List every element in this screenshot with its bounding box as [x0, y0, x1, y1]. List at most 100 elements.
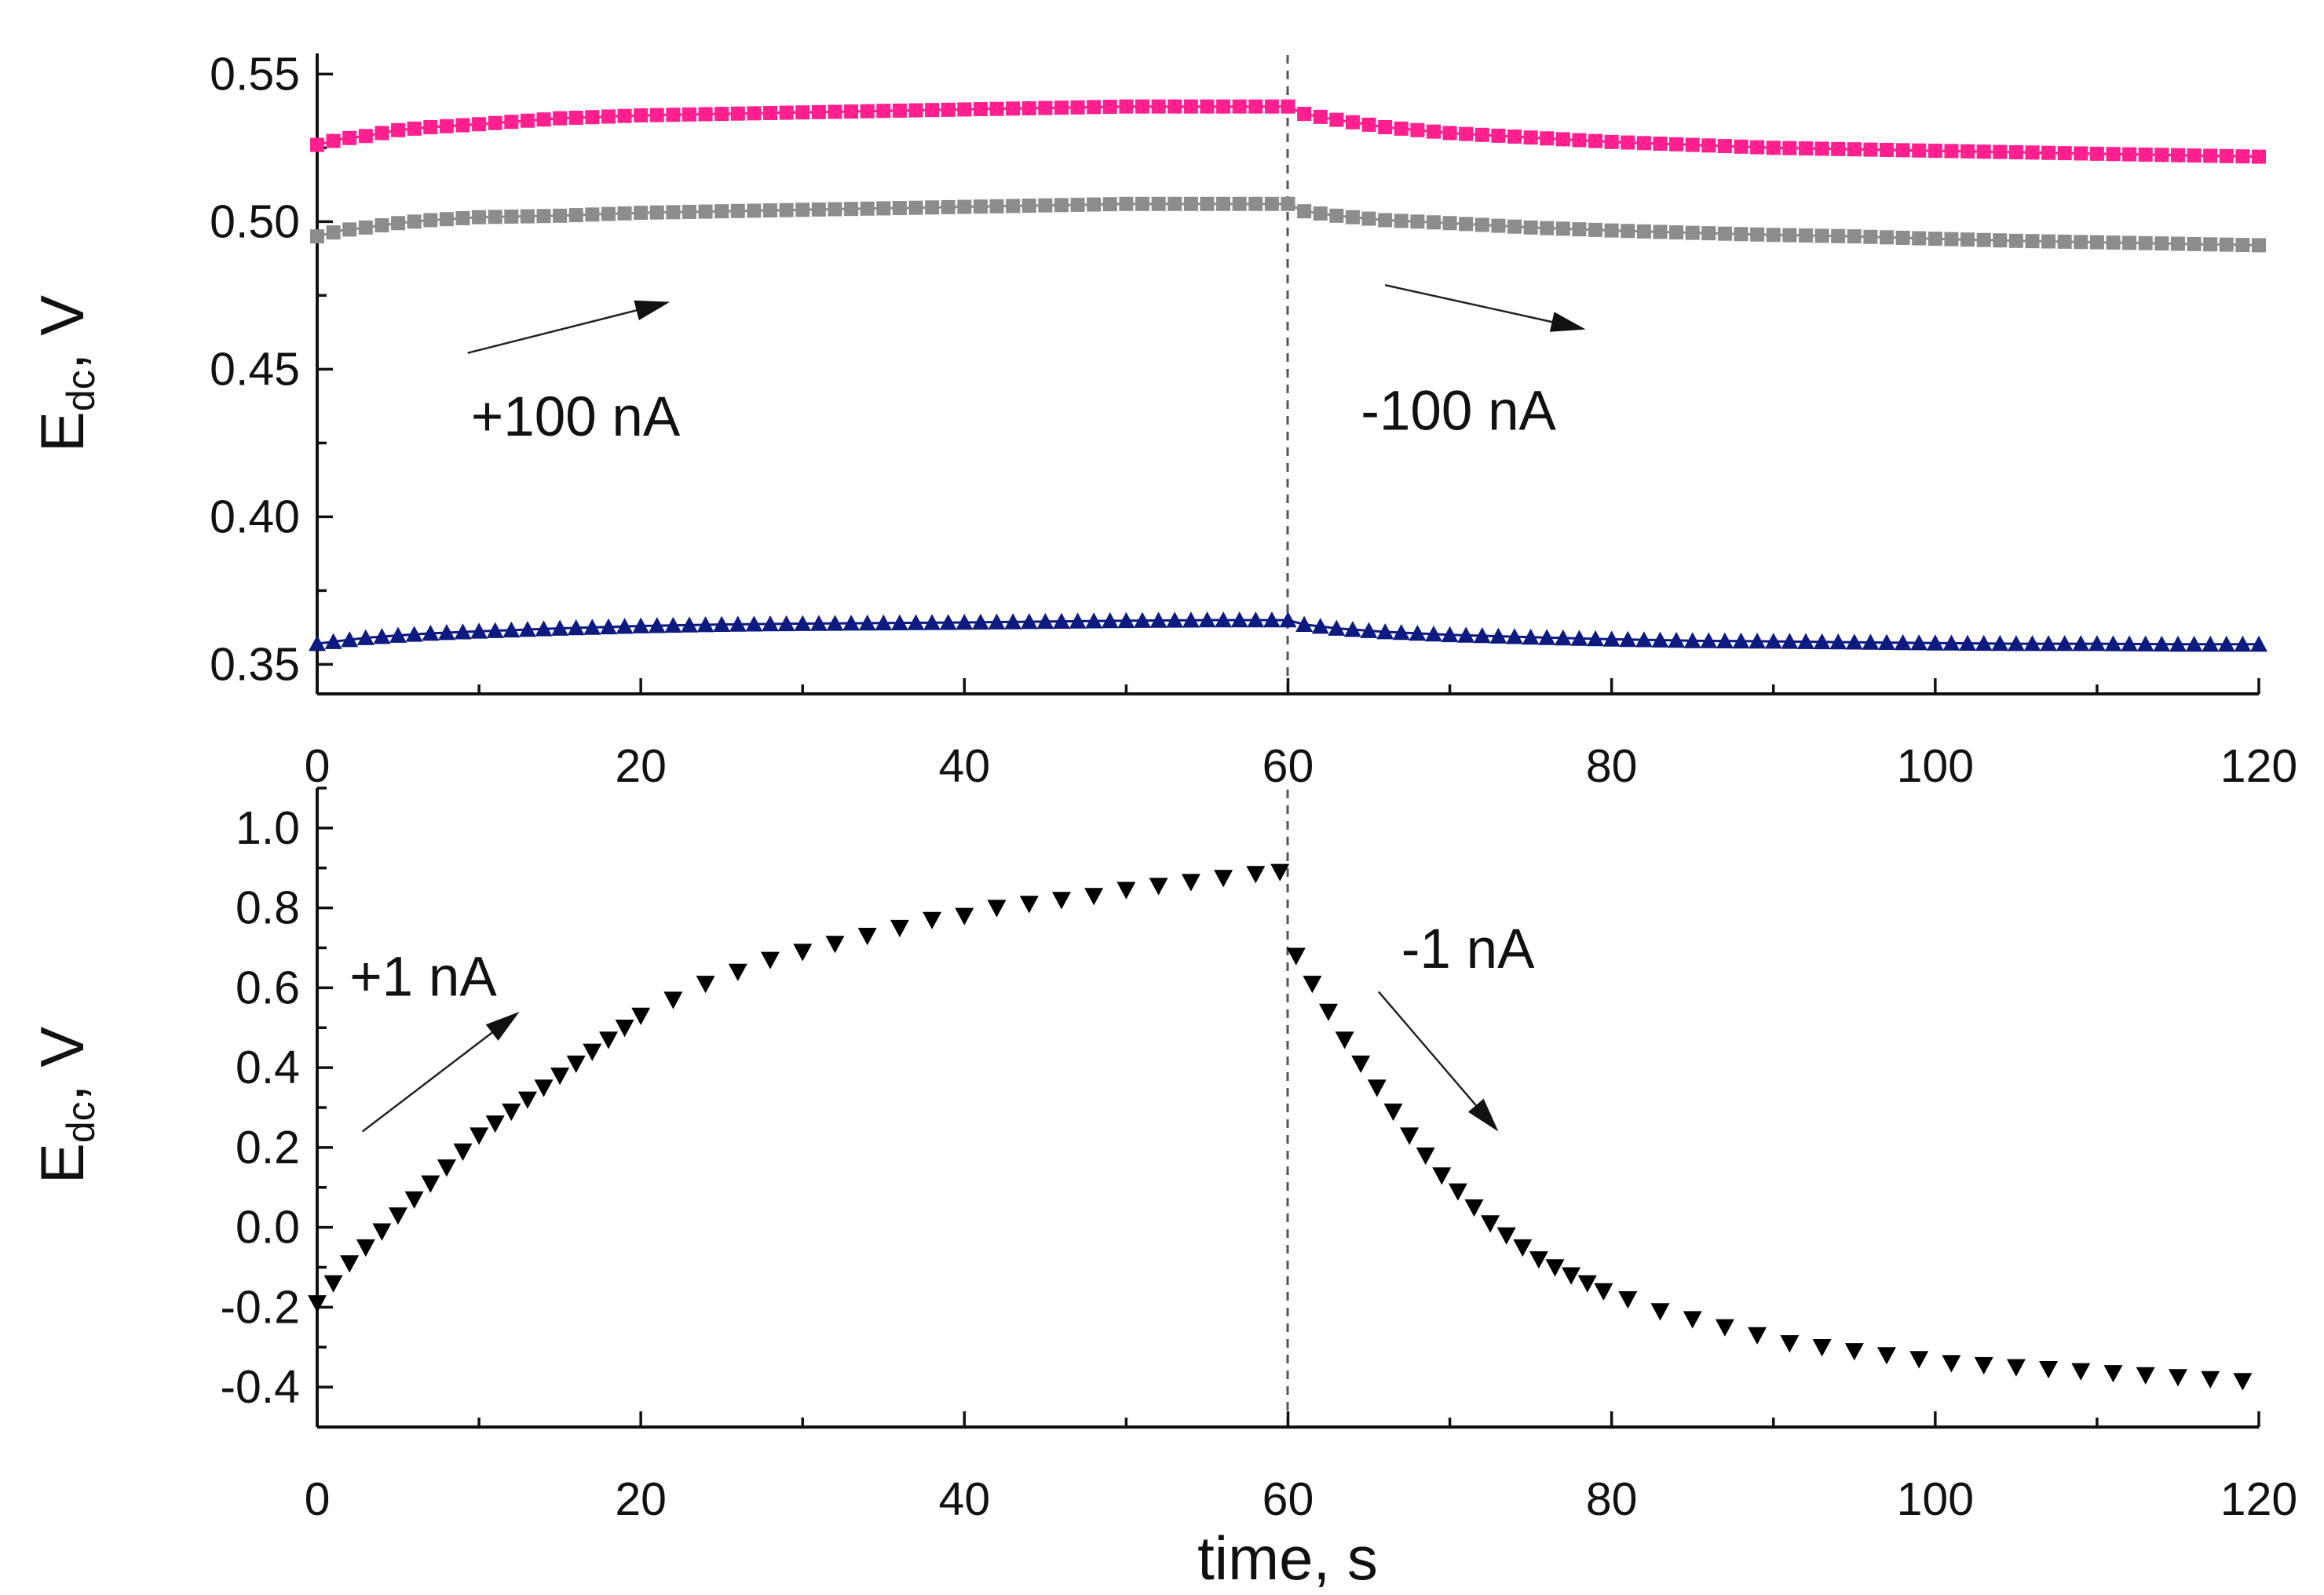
bottom-series-0-marker	[1481, 1215, 1500, 1233]
top-series-0-marker	[892, 103, 907, 118]
bottom-x-tick-label: 60	[1262, 1473, 1314, 1525]
top-series-2-marker	[1441, 626, 1459, 643]
top-series-2-marker	[1166, 611, 1184, 628]
top-series-2-marker	[956, 614, 974, 630]
top-series-1-marker	[1054, 198, 1069, 213]
top-series-1-marker	[423, 213, 438, 228]
top-series-0-marker	[1442, 126, 1457, 141]
top-series-1-marker	[1976, 232, 1991, 247]
top-x-tick-label: 0	[305, 740, 331, 792]
top-series-1-marker	[2106, 235, 2121, 250]
top-series-0-marker	[714, 107, 729, 122]
top-series-0-marker	[2252, 149, 2266, 164]
top-series-0-marker	[601, 109, 616, 124]
bottom-series-0-marker	[2136, 1367, 2155, 1385]
bottom-annotation-arrowhead-negative	[1467, 1098, 1499, 1132]
top-series-0-marker	[1928, 144, 1942, 159]
bottom-series-0-marker	[2169, 1369, 2187, 1387]
top-series-0-marker	[860, 104, 875, 119]
bottom-series-0-marker	[404, 1191, 424, 1209]
top-series-1-marker	[1135, 196, 1150, 211]
top-series-1-marker	[1313, 206, 1328, 221]
top-series-1-marker	[1540, 221, 1555, 235]
top-series-1-marker	[1070, 197, 1085, 212]
bottom-series-0-marker	[502, 1103, 521, 1122]
top-series-2-marker	[1781, 633, 1799, 649]
top-series-2-marker	[1069, 612, 1087, 629]
top-series-1-marker	[568, 208, 583, 223]
top-x-tick-label: 100	[1897, 740, 1974, 792]
bottom-annotation-arrow-negative	[1377, 991, 1477, 1106]
bottom-annotations: +1 nA -1 nA	[349, 918, 1535, 1133]
top-series-2-marker	[2121, 635, 2139, 652]
top-series-1-marker	[1329, 208, 1344, 223]
top-series-0-marker	[1248, 99, 1263, 114]
bottom-series-0-marker	[1400, 1127, 1420, 1145]
top-series-1-marker	[601, 206, 616, 221]
top-series-2-marker	[1862, 633, 1880, 650]
bottom-x-axis-title: time, s	[1197, 1524, 1378, 1593]
bottom-series-0-marker	[1246, 866, 1266, 884]
top-series-2-marker	[729, 615, 747, 632]
top-annotation-arrowhead-positive	[634, 300, 671, 320]
top-series-2-marker	[1053, 612, 1070, 629]
top-series-0-marker	[1976, 144, 1991, 159]
top-series-2-marker	[632, 617, 650, 633]
top-series-2-marker	[1683, 632, 1701, 648]
top-series-2-marker	[1392, 624, 1410, 641]
top-series-0-marker	[973, 102, 988, 117]
top-series-0-marker	[811, 104, 826, 119]
bottom-series-0-marker	[2201, 1371, 2220, 1389]
bottom-series-0-marker	[323, 1275, 343, 1293]
bottom-y-tick-label: -0.2	[220, 1281, 300, 1333]
top-series-0-marker	[1006, 101, 1021, 116]
top-series-1-marker	[1863, 229, 1878, 244]
top-series-1-marker	[957, 199, 972, 214]
top-series-1-marker	[2089, 235, 2104, 250]
top-series-0-marker	[634, 108, 649, 122]
top-y-tick-label: 0.50	[210, 195, 300, 247]
top-series-2-marker	[1668, 631, 1686, 648]
top-series-0-marker	[1167, 99, 1182, 114]
top-series-1-marker	[2170, 236, 2185, 251]
top-series-2-marker	[1700, 632, 1718, 648]
top-series-1-marker	[1814, 228, 1829, 243]
top-series-1-marker	[536, 209, 551, 224]
bottom-series-0-marker	[1448, 1183, 1467, 1201]
bottom-series-0-marker	[340, 1255, 360, 1273]
top-series-2-marker	[502, 621, 521, 638]
top-series-0-marker	[2089, 146, 2104, 161]
top-x-tick-label: 60	[1262, 740, 1314, 792]
top-series-1-marker	[1669, 225, 1684, 240]
top-series-0-marker	[925, 103, 940, 118]
top-series-0-marker	[1054, 100, 1069, 115]
top-series-2-marker	[1182, 611, 1200, 628]
top-series-0-marker	[2187, 148, 2202, 163]
top-series-2-marker	[583, 619, 601, 635]
top-y-axis-title: Edc, V	[27, 295, 103, 452]
top-series-0-marker	[1669, 137, 1684, 151]
top-series-0-marker	[1831, 141, 1846, 156]
top-series-1-marker	[2057, 234, 2072, 249]
top-series-1-marker	[455, 210, 470, 225]
top-series-1-marker	[2203, 237, 2218, 252]
top-series-2-marker	[1538, 629, 1556, 645]
bottom-series-0-marker	[470, 1127, 489, 1145]
bottom-series-0-marker	[1715, 1319, 1734, 1337]
top-series-1-marker	[391, 216, 406, 231]
top-series-0-marker	[1119, 99, 1134, 114]
top-series-0-marker	[1345, 115, 1360, 130]
top-series-1-marker	[1880, 230, 1895, 245]
top-series-2-marker	[681, 616, 698, 633]
top-series-1-marker	[1426, 215, 1441, 230]
top-series-0-marker	[1378, 120, 1393, 135]
top-series-1-marker	[1621, 224, 1635, 239]
top-series-2-marker	[1230, 611, 1248, 628]
top-series-1-marker	[1572, 222, 1587, 237]
top-series-2-marker	[518, 621, 536, 637]
bottom-series-0-marker	[437, 1159, 456, 1177]
top-series-1-marker	[326, 225, 341, 240]
top-series-2-marker	[1797, 633, 1814, 649]
bottom-x-tick-label: 40	[939, 1473, 991, 1525]
top-series-2-marker	[373, 628, 391, 644]
